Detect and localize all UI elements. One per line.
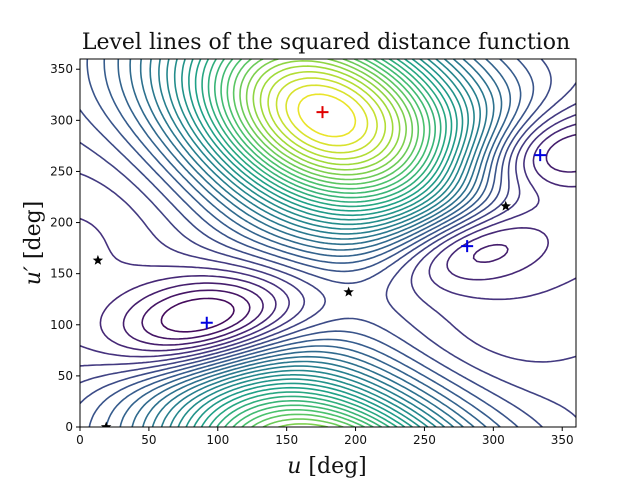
x-axis-label: u [deg] bbox=[287, 454, 367, 479]
saddle-star-marker bbox=[500, 200, 511, 211]
contour-level-line bbox=[181, 59, 464, 427]
contour-level-line bbox=[188, 59, 458, 427]
contour-level-line bbox=[80, 102, 576, 367]
x-tick-label: 150 bbox=[275, 433, 298, 447]
y-tick-label: 50 bbox=[58, 369, 73, 383]
contour-level-line bbox=[201, 59, 447, 427]
chart-title: Level lines of the squared distance func… bbox=[82, 30, 570, 55]
saddle-star-marker bbox=[92, 254, 104, 265]
saddle-star-marker bbox=[343, 286, 354, 297]
y-tick-label: 350 bbox=[50, 62, 73, 76]
y-tick-label: 150 bbox=[50, 267, 73, 281]
contour-level-line bbox=[141, 289, 251, 340]
y-tick-label: 250 bbox=[50, 164, 73, 178]
contour-level-line bbox=[149, 59, 488, 427]
contour-level-line bbox=[239, 59, 414, 427]
contour-level-line bbox=[117, 59, 512, 427]
contour-level-line bbox=[259, 65, 394, 166]
x-tick-label: 250 bbox=[413, 433, 436, 447]
contour-level-line bbox=[129, 59, 503, 427]
y-axis-ticks: 0 50 100 150 200 250 300 350 bbox=[50, 62, 80, 434]
contour-level-line bbox=[207, 59, 442, 427]
axes-frame bbox=[79, 58, 577, 428]
contour-level-line bbox=[139, 59, 495, 427]
contour-level-line bbox=[275, 77, 378, 154]
x-tick-label: 50 bbox=[141, 433, 156, 447]
contour-level-line bbox=[232, 59, 420, 427]
contour-level-line bbox=[158, 59, 481, 427]
maximum-plus-marker bbox=[316, 106, 329, 119]
minimum-plus-marker bbox=[534, 149, 547, 162]
contour-level-line bbox=[267, 71, 387, 160]
x-tick-label: 0 bbox=[76, 433, 84, 447]
contour-level-line bbox=[166, 59, 475, 427]
critical-point-markers bbox=[92, 106, 547, 427]
contour-level-line bbox=[99, 123, 576, 352]
contour-level-line bbox=[86, 59, 535, 427]
contour-level-line bbox=[80, 114, 576, 358]
contour-level-line bbox=[160, 297, 235, 333]
contour-level-line bbox=[285, 84, 369, 147]
contour-level-line bbox=[214, 59, 436, 427]
x-tick-label: 100 bbox=[206, 433, 229, 447]
x-tick-label: 200 bbox=[344, 433, 367, 447]
x-tick-label: 350 bbox=[551, 433, 574, 447]
y-tick-label: 200 bbox=[50, 216, 73, 230]
contour-level-line bbox=[122, 133, 576, 346]
contour-level-line bbox=[80, 59, 552, 427]
y-tick-label: 0 bbox=[65, 420, 73, 434]
contour-level-line bbox=[297, 93, 357, 138]
contour-level-line bbox=[226, 59, 425, 427]
contour-level-line bbox=[173, 59, 469, 427]
minimum-plus-marker bbox=[461, 240, 474, 253]
x-tick-label: 300 bbox=[482, 433, 505, 447]
contour-level-line bbox=[80, 82, 576, 418]
y-tick-label: 100 bbox=[50, 318, 73, 332]
contour-level-line bbox=[252, 60, 401, 171]
contour-level-line bbox=[194, 59, 453, 427]
saddle-star-marker bbox=[100, 421, 112, 427]
x-axis-ticks: 0 50 100 150 200 250 300 350 bbox=[76, 427, 574, 447]
contour-lines bbox=[80, 59, 576, 427]
y-axis-label: u′ [deg] bbox=[21, 201, 46, 286]
y-tick-label: 300 bbox=[50, 113, 73, 127]
contour-level-line bbox=[220, 59, 431, 427]
minimum-plus-marker bbox=[200, 316, 213, 329]
